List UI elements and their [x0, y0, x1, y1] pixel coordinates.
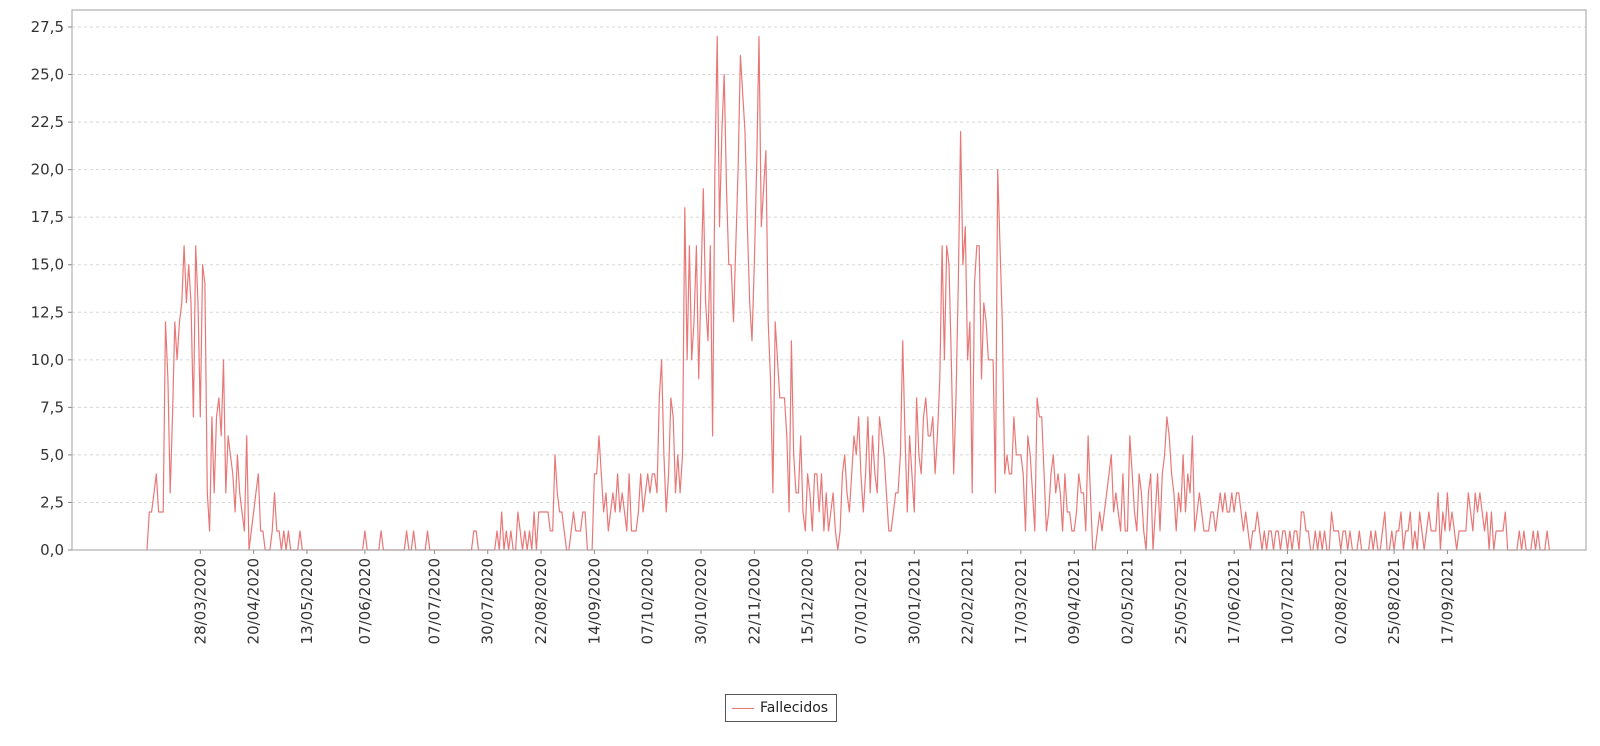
x-tick-label: 17/06/2021: [1225, 558, 1243, 644]
x-tick-label: 02/05/2021: [1119, 558, 1137, 644]
y-tick-label: 15,0: [31, 256, 64, 274]
series-layer: [146, 35, 1550, 551]
x-tick-label: 30/07/2020: [479, 558, 497, 644]
x-tick-label: 07/06/2020: [356, 558, 374, 644]
x-tick-label: 28/03/2020: [191, 558, 209, 644]
y-axis: 0,0 2,5 5,0 7,5 10,0 12,5 15,0 17,5 20,0 22,5 25,0…: [31, 18, 72, 559]
y-tick-label: 25,0: [31, 66, 64, 84]
legend: Fallecidos: [725, 694, 838, 722]
x-tick-label: 14/09/2020: [585, 558, 603, 644]
x-tick-label: 17/09/2021: [1438, 558, 1456, 644]
y-tick-label: 12,5: [31, 303, 64, 321]
plot-frame: [71, 9, 1587, 551]
x-tick-label: 30/01/2021: [905, 558, 923, 644]
x-tick-label: 22/08/2020: [532, 558, 550, 644]
legend-line-icon: [732, 707, 754, 709]
y-tick-label: 0,0: [40, 541, 64, 559]
x-tick-label: 07/07/2020: [425, 558, 443, 644]
y-tick-label: 7,5: [40, 398, 64, 416]
legend-label-fallecidos: Fallecidos: [760, 700, 829, 716]
y-tick-label: 2,5: [40, 493, 64, 511]
x-axis: 28/03/2020 20/04/2020 13/05/2020 07/06/2020…: [72, 549, 1586, 644]
y-tick-label: 27,5: [31, 18, 64, 36]
x-tick-label: 17/03/2021: [1012, 558, 1030, 644]
y-tick-label: 22,5: [31, 113, 64, 131]
x-tick-label: 22/02/2021: [959, 558, 977, 644]
y-tick-label: 20,0: [31, 161, 64, 179]
x-tick-label: 30/10/2020: [692, 558, 710, 644]
series-line-fallecidos: [146, 35, 1550, 551]
y-tick-label: 5,0: [40, 446, 64, 464]
y-tick-label: 17,5: [31, 208, 64, 226]
x-tick-label: 22/11/2020: [745, 558, 763, 644]
x-tick-label: 25/05/2021: [1172, 558, 1190, 644]
y-tick-label: 10,0: [31, 351, 64, 369]
x-tick-label: 25/08/2021: [1385, 558, 1403, 644]
x-tick-label: 13/05/2020: [298, 558, 316, 644]
gridlines: [72, 26, 1586, 503]
x-tick-label: 02/08/2021: [1332, 558, 1350, 644]
x-tick-label: 07/10/2020: [639, 558, 657, 644]
x-tick-label: 20/04/2020: [245, 558, 263, 644]
x-tick-label: 10/07/2021: [1278, 558, 1296, 644]
x-tick-label: 07/01/2021: [852, 558, 870, 644]
x-tick-label: 15/12/2020: [799, 558, 817, 644]
x-tick-label: 09/04/2021: [1065, 558, 1083, 644]
